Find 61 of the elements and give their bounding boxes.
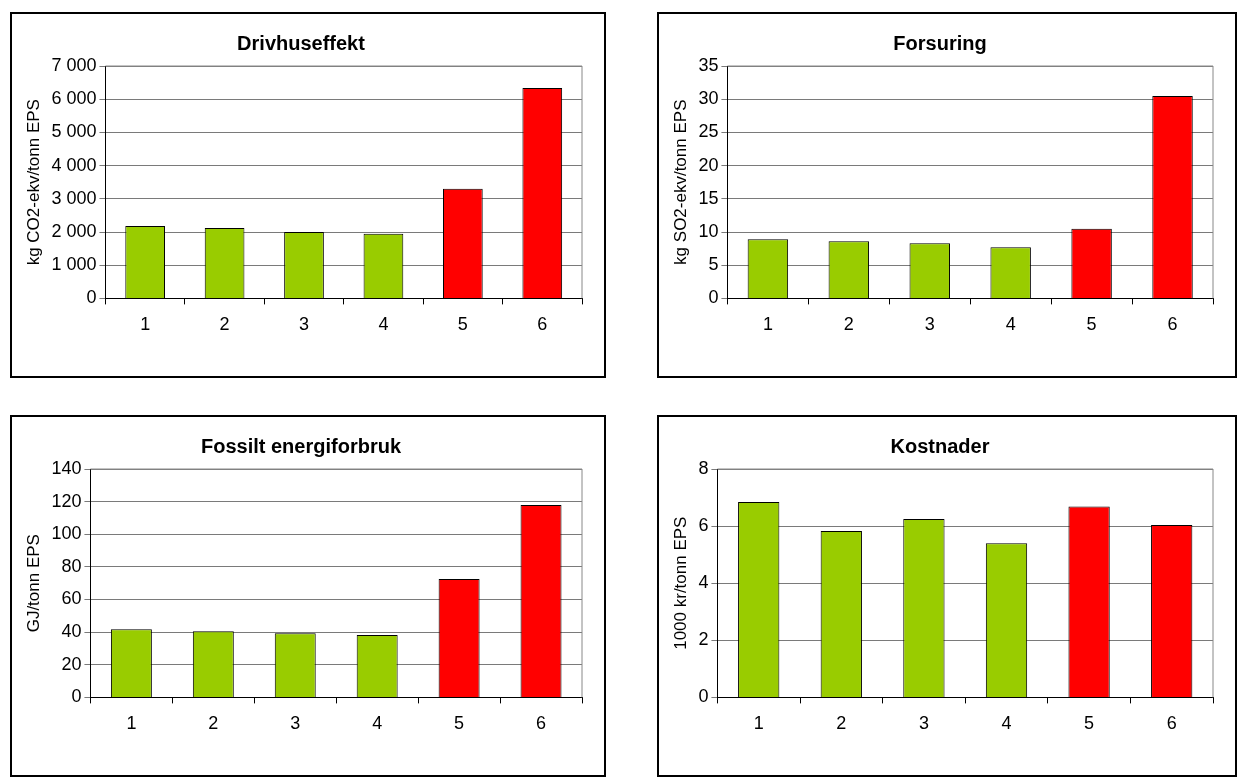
y-tick-label: 35 — [698, 54, 719, 75]
y-tick-label: 5 000 — [51, 121, 97, 142]
y-tick-label: 5 — [708, 254, 719, 275]
y-tick-label: 7 000 — [51, 54, 97, 75]
y-tick-label: 3 000 — [51, 187, 97, 208]
y-tick-label: 0 — [708, 287, 719, 308]
x-tick-label: 6 — [1167, 314, 1178, 335]
y-tick-label: 6 000 — [51, 88, 97, 109]
x-tick-label: 5 — [1084, 713, 1095, 734]
chart-title: Fossilt energiforbruk — [200, 434, 402, 457]
y-tick-label: 40 — [61, 621, 82, 642]
y-tick-label: 100 — [51, 523, 82, 544]
y-tick-label: 60 — [61, 588, 82, 609]
y-tick-label: 4 000 — [51, 154, 97, 175]
y-axis-title: 1000 kr/tonn EPS — [670, 516, 690, 650]
x-tick-label: 2 — [836, 713, 847, 734]
y-tick-label: 0 — [71, 686, 82, 707]
x-tick-label: 3 — [290, 713, 301, 734]
y-tick-label: 25 — [698, 121, 719, 142]
x-tick-label: 2 — [219, 314, 230, 335]
x-tick-label: 1 — [762, 314, 773, 335]
x-tick-label: 2 — [208, 713, 219, 734]
y-axis-title: kg CO2-ekv/tonn EPS — [23, 99, 43, 266]
y-tick-label: 140 — [51, 457, 82, 478]
x-tick-label: 5 — [454, 713, 465, 734]
x-tick-label: 6 — [537, 314, 548, 335]
x-tick-label: 1 — [126, 713, 137, 734]
y-tick-label: 10 — [698, 220, 719, 241]
x-tick-label: 5 — [457, 314, 468, 335]
x-tick-label: 3 — [924, 314, 935, 335]
y-tick-label: 0 — [698, 686, 709, 707]
y-tick-label: 120 — [51, 490, 82, 511]
y-tick-label: 2 000 — [51, 220, 97, 241]
y-tick-label: 20 — [61, 653, 82, 674]
y-axis-title: GJ/tonn EPS — [23, 534, 43, 633]
chart-title: Forsuring — [893, 31, 987, 54]
y-tick-label: 1 000 — [51, 254, 97, 275]
y-tick-label: 15 — [698, 187, 719, 208]
y-axis-title: kg SO2-ekv/tonn EPS — [670, 99, 690, 265]
y-tick-label: 8 — [698, 457, 709, 478]
x-tick-label: 1 — [753, 713, 764, 734]
x-tick-label: 1 — [140, 314, 151, 335]
x-tick-label: 2 — [843, 314, 854, 335]
x-tick-label: 6 — [536, 713, 547, 734]
y-tick-label: 20 — [698, 154, 719, 175]
x-tick-label: 4 — [1005, 314, 1016, 335]
y-tick-label: 30 — [698, 88, 719, 109]
x-tick-label: 3 — [299, 314, 310, 335]
y-tick-label: 2 — [698, 629, 709, 650]
x-tick-label: 5 — [1086, 314, 1097, 335]
x-tick-label: 4 — [378, 314, 389, 335]
y-tick-label: 6 — [698, 515, 709, 536]
y-tick-label: 80 — [61, 555, 82, 576]
y-tick-label: 4 — [698, 572, 709, 593]
x-tick-label: 3 — [918, 713, 929, 734]
y-tick-label: 0 — [86, 287, 97, 308]
chart-title: Drivhuseffekt — [237, 31, 366, 54]
x-tick-label: 4 — [1001, 713, 1012, 734]
x-tick-label: 6 — [1166, 713, 1177, 734]
x-tick-label: 4 — [372, 713, 383, 734]
chart-title: Kostnader — [890, 434, 990, 457]
